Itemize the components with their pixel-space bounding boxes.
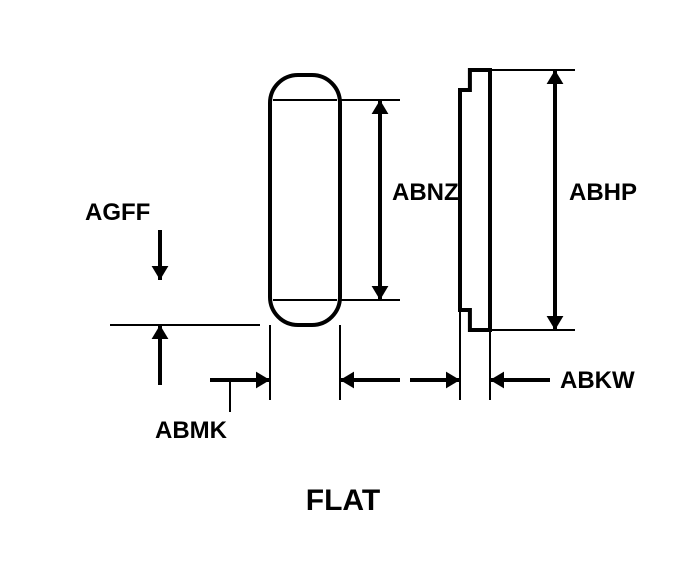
label-abmk: ABMK [155, 417, 228, 444]
diagram-title: FLAT [306, 484, 380, 517]
label-abnz: ABNZ [392, 179, 459, 206]
front-view-outline [270, 75, 340, 325]
label-abhp: ABHP [569, 179, 637, 206]
label-agff: AGFF [85, 199, 150, 226]
side-view-outline [460, 70, 490, 330]
label-abkw: ABKW [560, 367, 635, 394]
